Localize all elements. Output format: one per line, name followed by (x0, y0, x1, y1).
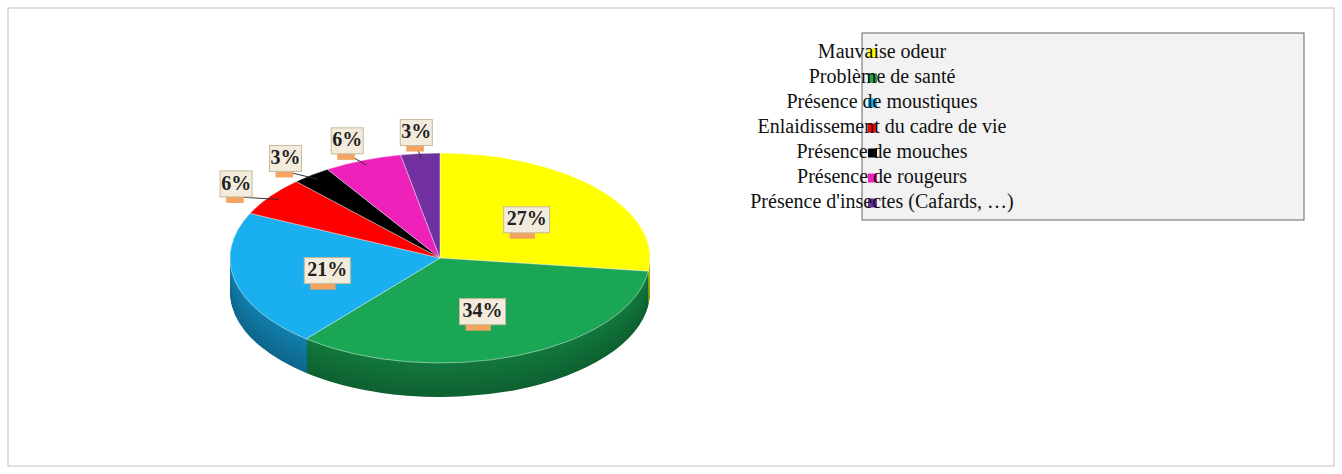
svg-text:6%: 6% (332, 128, 362, 150)
svg-text:34%: 34% (463, 299, 503, 321)
svg-text:Mauvaise odeur: Mauvaise odeur (818, 40, 947, 62)
svg-text:27%: 27% (507, 207, 547, 229)
svg-text:Problème de santé: Problème de santé (809, 65, 956, 87)
svg-text:21%: 21% (307, 258, 347, 280)
svg-text:Enlaidissement du cadre de vie: Enlaidissement du cadre de vie (758, 115, 1007, 137)
svg-text:6%: 6% (221, 172, 251, 194)
svg-text:3%: 3% (401, 120, 431, 142)
svg-text:Présence d'insectes (Cafards,: Présence d'insectes (Cafards, …) (750, 190, 1014, 213)
svg-text:Présence de rougeurs: Présence de rougeurs (797, 165, 967, 188)
svg-text:Présence de moustiques: Présence de moustiques (786, 90, 977, 113)
svg-text:Présence de mouches: Présence de mouches (796, 140, 967, 162)
svg-text:3%: 3% (271, 146, 301, 168)
